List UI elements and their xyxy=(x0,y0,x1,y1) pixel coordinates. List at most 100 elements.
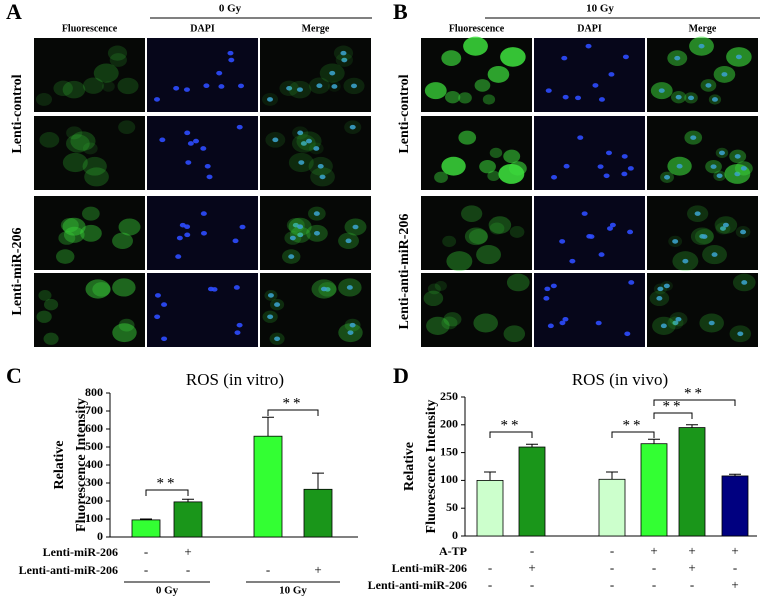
nucleus xyxy=(313,211,320,216)
nucleus xyxy=(176,235,183,241)
image-background xyxy=(534,116,645,190)
significance-label: ** xyxy=(623,417,644,433)
nucleus xyxy=(716,173,723,179)
cell xyxy=(474,79,491,92)
cell xyxy=(426,316,450,335)
condition-sign: - xyxy=(266,562,270,577)
nucleus xyxy=(734,171,741,177)
condition-label: Lenti-miR-206 xyxy=(392,561,467,575)
group-label: 0 Gy xyxy=(156,585,179,597)
condition-sign: - xyxy=(610,577,614,592)
nucleus xyxy=(672,239,679,244)
nucleus xyxy=(598,97,605,102)
cell xyxy=(423,290,444,307)
cell xyxy=(468,229,489,245)
nucleus xyxy=(741,280,748,285)
y-tick-label: 500 xyxy=(85,439,103,453)
row-label: Lenti-miR-206 xyxy=(10,228,25,316)
significance-label: ** xyxy=(663,398,684,414)
image-background xyxy=(260,38,371,112)
cell xyxy=(446,251,473,272)
cell xyxy=(482,94,496,105)
cell xyxy=(487,65,510,83)
nucleus xyxy=(297,224,304,230)
nucleus xyxy=(737,331,744,337)
nucleus xyxy=(624,331,631,337)
nucleus xyxy=(605,150,612,156)
cell xyxy=(62,80,86,99)
condition-label: A-TP xyxy=(439,544,467,558)
cell xyxy=(458,92,472,104)
error-bar xyxy=(648,438,660,444)
nucleus xyxy=(227,50,234,56)
group-label: 10 Gy xyxy=(279,585,307,597)
column-label: Merge xyxy=(302,23,330,34)
condition-sign: - xyxy=(530,577,534,592)
nucleus xyxy=(663,283,670,289)
nucleus xyxy=(676,163,683,169)
row-label: Lenti-control xyxy=(10,74,25,153)
nucleus xyxy=(236,322,243,328)
nucleus xyxy=(206,174,213,180)
nucleus xyxy=(298,160,305,165)
nucleus xyxy=(296,87,303,92)
cell xyxy=(500,47,526,67)
nucleus xyxy=(588,234,595,239)
micrograph xyxy=(34,116,145,190)
nucleus xyxy=(233,285,240,290)
dose-label: 10 Gy xyxy=(586,3,614,15)
nucleus xyxy=(545,88,552,93)
cell xyxy=(479,159,496,174)
nucleus xyxy=(267,293,274,298)
image-background xyxy=(147,273,258,347)
nucleus xyxy=(621,171,628,177)
condition-sign: - xyxy=(652,577,656,592)
micrograph xyxy=(147,196,258,270)
nucleus xyxy=(740,166,747,171)
cell xyxy=(445,90,461,104)
cell xyxy=(93,63,119,83)
significance-bracket xyxy=(267,409,319,416)
error-bar xyxy=(312,472,324,490)
nucleus xyxy=(561,55,568,61)
image-background xyxy=(421,273,532,347)
y-tick-label: 150 xyxy=(440,444,458,458)
cell xyxy=(509,226,525,238)
image-background xyxy=(147,38,258,112)
cell xyxy=(85,279,111,299)
cell xyxy=(36,310,52,323)
cell xyxy=(503,325,526,343)
nucleus xyxy=(595,320,602,326)
nucleus xyxy=(274,302,281,307)
cell xyxy=(463,36,488,56)
cell xyxy=(62,152,88,173)
bar xyxy=(518,446,546,537)
nucleus xyxy=(735,54,742,60)
nucleus xyxy=(297,232,304,238)
nucleus xyxy=(316,83,323,89)
nucleus xyxy=(159,137,166,143)
nucleus xyxy=(184,224,191,230)
nucleus xyxy=(288,254,295,259)
cell xyxy=(117,77,139,95)
micrograph xyxy=(534,116,645,190)
nucleus xyxy=(331,84,338,89)
micrograph xyxy=(260,38,371,112)
chart-title: ROS (in vivo) xyxy=(572,370,668,389)
cell xyxy=(39,132,60,148)
cell xyxy=(102,81,115,92)
nucleus xyxy=(238,83,245,89)
nucleus xyxy=(161,336,168,342)
y-tick-label: 300 xyxy=(85,475,103,489)
image-background xyxy=(34,38,145,112)
nucleus xyxy=(682,258,689,264)
error-bar xyxy=(262,416,274,437)
condition-sign: - xyxy=(488,560,492,575)
cell xyxy=(112,232,133,250)
cell xyxy=(461,205,483,222)
cell xyxy=(441,316,458,330)
nucleus xyxy=(563,163,570,169)
nucleus xyxy=(606,226,613,231)
nucleus xyxy=(239,224,246,230)
bar xyxy=(640,443,668,537)
